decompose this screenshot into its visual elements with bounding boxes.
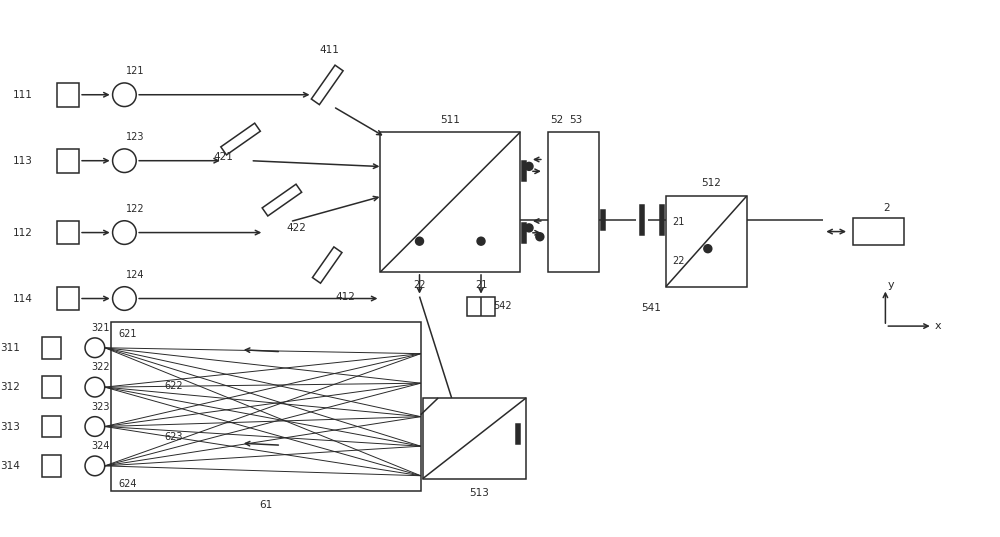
Text: 113: 113 [13, 156, 33, 166]
Text: 421: 421 [213, 152, 233, 162]
Text: 311: 311 [0, 343, 20, 353]
Text: 624: 624 [118, 478, 137, 489]
Text: 541: 541 [641, 303, 661, 314]
Bar [640, 205, 644, 235]
Text: x: x [935, 321, 941, 331]
Bar [516, 424, 520, 444]
Text: y: y [887, 280, 894, 290]
Text: 623: 623 [165, 432, 183, 442]
Text: 22: 22 [672, 256, 684, 266]
Text: 412: 412 [335, 292, 355, 302]
Bar [262, 184, 302, 216]
Text: 324: 324 [91, 441, 109, 451]
Text: 121: 121 [126, 66, 145, 76]
Text: 511: 511 [440, 115, 460, 125]
Bar [312, 247, 342, 283]
Bar [57, 149, 79, 172]
Text: 322: 322 [91, 362, 110, 373]
Circle shape [113, 83, 136, 106]
Text: 542: 542 [493, 301, 511, 311]
Circle shape [416, 237, 423, 245]
Bar [380, 132, 520, 272]
Bar [522, 162, 526, 181]
Bar [467, 296, 495, 316]
Circle shape [85, 378, 105, 397]
Text: 321: 321 [91, 323, 109, 333]
Bar [42, 455, 61, 477]
Bar [601, 210, 605, 230]
Text: 2: 2 [883, 203, 890, 213]
Text: 61: 61 [259, 500, 272, 510]
Circle shape [536, 233, 544, 241]
Text: 122: 122 [126, 204, 145, 214]
Text: 323: 323 [91, 402, 109, 412]
Text: 21: 21 [672, 216, 684, 227]
Text: 22: 22 [413, 280, 426, 290]
Circle shape [113, 149, 136, 172]
Bar [311, 65, 343, 105]
Circle shape [477, 237, 485, 245]
Circle shape [525, 162, 533, 170]
Bar [221, 123, 260, 155]
Circle shape [113, 287, 136, 310]
Text: 114: 114 [13, 294, 33, 303]
Text: 112: 112 [13, 228, 33, 237]
Text: 111: 111 [13, 90, 33, 100]
Text: 52: 52 [550, 115, 563, 125]
Bar [57, 221, 79, 244]
Bar [522, 223, 526, 243]
Bar [853, 218, 904, 245]
Text: 411: 411 [319, 46, 339, 55]
Bar [423, 398, 526, 478]
Circle shape [85, 338, 105, 358]
Circle shape [113, 221, 136, 244]
Bar [42, 337, 61, 359]
Circle shape [85, 456, 105, 476]
Bar [548, 132, 599, 272]
Text: 21: 21 [475, 280, 487, 290]
Text: 622: 622 [165, 381, 183, 391]
Bar [57, 287, 79, 310]
Bar [111, 322, 421, 491]
Circle shape [704, 245, 712, 252]
Text: 312: 312 [0, 382, 20, 392]
Bar [660, 205, 664, 235]
Circle shape [525, 224, 533, 232]
Text: 53: 53 [569, 115, 583, 125]
Text: 422: 422 [287, 223, 307, 233]
Text: 314: 314 [0, 461, 20, 471]
Text: 513: 513 [469, 489, 489, 498]
Bar [42, 376, 61, 398]
Text: 124: 124 [126, 270, 145, 280]
Bar [42, 416, 61, 437]
Bar [57, 83, 79, 106]
Text: 621: 621 [118, 329, 137, 339]
Circle shape [85, 417, 105, 437]
Text: 512: 512 [701, 178, 721, 188]
Text: 123: 123 [126, 132, 145, 142]
Text: 313: 313 [0, 422, 20, 432]
Bar [666, 196, 747, 287]
